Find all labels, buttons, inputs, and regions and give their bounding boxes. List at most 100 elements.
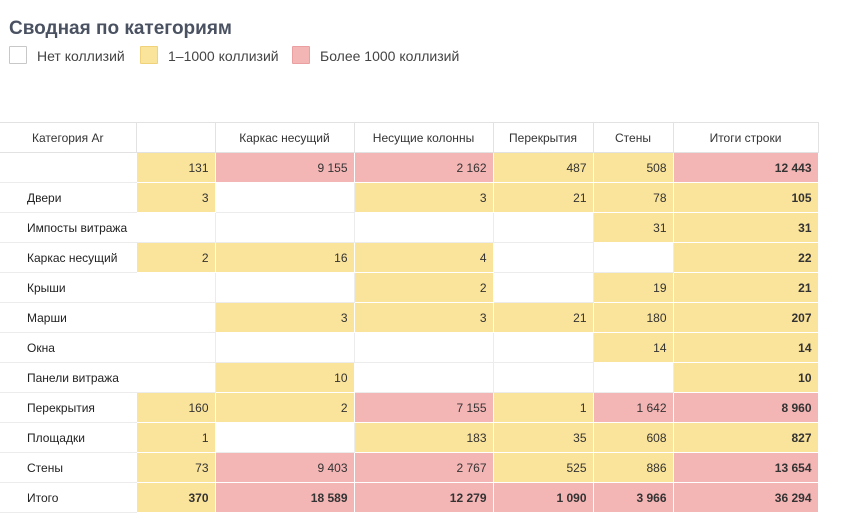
table-row: 131 9 155 2 162 487 508 12 443 xyxy=(0,152,819,183)
value-cell[interactable] xyxy=(215,422,355,453)
value-cell[interactable] xyxy=(493,242,594,273)
value-cell[interactable]: 21 xyxy=(493,182,594,213)
row-label[interactable] xyxy=(0,152,137,183)
value-cell[interactable]: 525 xyxy=(493,452,594,483)
value-cell[interactable]: 9 403 xyxy=(215,452,355,483)
value-cell[interactable] xyxy=(215,272,355,303)
table-row: Стены 73 9 403 2 767 525 886 13 654 xyxy=(0,452,819,483)
total-cell[interactable]: 31 xyxy=(673,212,819,243)
value-cell[interactable]: 10 xyxy=(215,362,355,393)
value-cell[interactable]: 183 xyxy=(354,422,494,453)
legend-label-low: 1–1000 коллизий xyxy=(168,48,279,64)
value-cell[interactable]: 2 xyxy=(215,392,355,423)
value-cell[interactable]: 3 xyxy=(215,302,355,333)
value-cell[interactable]: 3 xyxy=(136,182,216,213)
value-cell[interactable]: 73 xyxy=(136,452,216,483)
column-header[interactable] xyxy=(136,122,216,153)
value-cell[interactable]: 14 xyxy=(593,332,674,363)
total-cell[interactable]: 1 090 xyxy=(493,482,594,513)
value-cell[interactable]: 487 xyxy=(493,152,594,183)
value-cell[interactable] xyxy=(593,362,674,393)
value-cell[interactable] xyxy=(354,332,494,363)
value-cell[interactable]: 7 155 xyxy=(354,392,494,423)
total-cell[interactable]: 207 xyxy=(673,302,819,333)
legend-label-high: Более 1000 коллизий xyxy=(320,48,460,64)
value-cell[interactable]: 3 xyxy=(354,302,494,333)
value-cell[interactable]: 160 xyxy=(136,392,216,423)
value-cell[interactable]: 180 xyxy=(593,302,674,333)
row-label[interactable]: Каркас несущий xyxy=(0,242,137,273)
value-cell[interactable]: 19 xyxy=(593,272,674,303)
header-row: Категория Ar Каркас несущий Несущие коло… xyxy=(0,122,819,153)
total-cell[interactable]: 21 xyxy=(673,272,819,303)
value-cell[interactable]: 508 xyxy=(593,152,674,183)
total-cell[interactable]: 36 294 xyxy=(673,482,819,513)
value-cell[interactable] xyxy=(136,302,216,333)
total-cell[interactable]: 13 654 xyxy=(673,452,819,483)
value-cell[interactable]: 4 xyxy=(354,242,494,273)
value-cell[interactable] xyxy=(354,362,494,393)
value-cell[interactable]: 3 xyxy=(354,182,494,213)
table-row: Панели витража 10 10 xyxy=(0,362,819,393)
value-cell[interactable]: 2 162 xyxy=(354,152,494,183)
column-header[interactable]: Итоги строки xyxy=(673,122,819,153)
value-cell[interactable] xyxy=(136,362,216,393)
value-cell[interactable] xyxy=(354,212,494,243)
column-header[interactable]: Стены xyxy=(593,122,674,153)
value-cell[interactable]: 78 xyxy=(593,182,674,213)
row-label[interactable]: Панели витража xyxy=(0,362,137,393)
value-cell[interactable] xyxy=(493,272,594,303)
legend-label-none: Нет коллизий xyxy=(37,48,125,64)
row-label[interactable]: Крыши xyxy=(0,272,137,303)
total-cell[interactable]: 12 443 xyxy=(673,152,819,183)
value-cell[interactable]: 886 xyxy=(593,452,674,483)
value-cell[interactable]: 1 xyxy=(493,392,594,423)
value-cell[interactable] xyxy=(215,212,355,243)
value-cell[interactable] xyxy=(593,242,674,273)
value-cell[interactable]: 1 642 xyxy=(593,392,674,423)
value-cell[interactable] xyxy=(136,332,216,363)
total-cell[interactable]: 8 960 xyxy=(673,392,819,423)
value-cell[interactable]: 2 xyxy=(354,272,494,303)
value-cell[interactable]: 131 xyxy=(136,152,216,183)
value-cell[interactable]: 35 xyxy=(493,422,594,453)
row-header[interactable]: Категория Ar xyxy=(0,122,137,153)
legend-swatch-low xyxy=(140,46,158,64)
total-cell[interactable]: 10 xyxy=(673,362,819,393)
column-header[interactable]: Несущие колонны xyxy=(354,122,494,153)
value-cell[interactable]: 608 xyxy=(593,422,674,453)
row-label[interactable]: Двери xyxy=(0,182,137,213)
total-cell[interactable]: 22 xyxy=(673,242,819,273)
value-cell[interactable] xyxy=(493,362,594,393)
value-cell[interactable] xyxy=(136,272,216,303)
value-cell[interactable]: 16 xyxy=(215,242,355,273)
value-cell[interactable]: 31 xyxy=(593,212,674,243)
row-label[interactable]: Импосты витража xyxy=(0,212,137,243)
column-header[interactable]: Перекрытия xyxy=(493,122,594,153)
row-label[interactable]: Марши xyxy=(0,302,137,333)
total-cell[interactable]: 12 279 xyxy=(354,482,494,513)
page-title: Сводная по категориям xyxy=(9,18,232,39)
value-cell[interactable] xyxy=(493,332,594,363)
row-label[interactable]: Итого xyxy=(0,482,137,513)
row-label[interactable]: Площадки xyxy=(0,422,137,453)
row-label[interactable]: Стены xyxy=(0,452,137,483)
total-cell[interactable]: 827 xyxy=(673,422,819,453)
total-cell[interactable]: 3 966 xyxy=(593,482,674,513)
value-cell[interactable]: 21 xyxy=(493,302,594,333)
row-label[interactable]: Перекрытия xyxy=(0,392,137,423)
total-cell[interactable]: 370 xyxy=(136,482,216,513)
value-cell[interactable]: 2 767 xyxy=(354,452,494,483)
value-cell[interactable]: 9 155 xyxy=(215,152,355,183)
value-cell[interactable]: 1 xyxy=(136,422,216,453)
value-cell[interactable] xyxy=(215,182,355,213)
column-header[interactable]: Каркас несущий xyxy=(215,122,355,153)
total-cell[interactable]: 14 xyxy=(673,332,819,363)
value-cell[interactable] xyxy=(136,212,216,243)
total-cell[interactable]: 105 xyxy=(673,182,819,213)
value-cell[interactable] xyxy=(215,332,355,363)
value-cell[interactable] xyxy=(493,212,594,243)
row-label[interactable]: Окна xyxy=(0,332,137,363)
total-cell[interactable]: 18 589 xyxy=(215,482,355,513)
value-cell[interactable]: 2 xyxy=(136,242,216,273)
